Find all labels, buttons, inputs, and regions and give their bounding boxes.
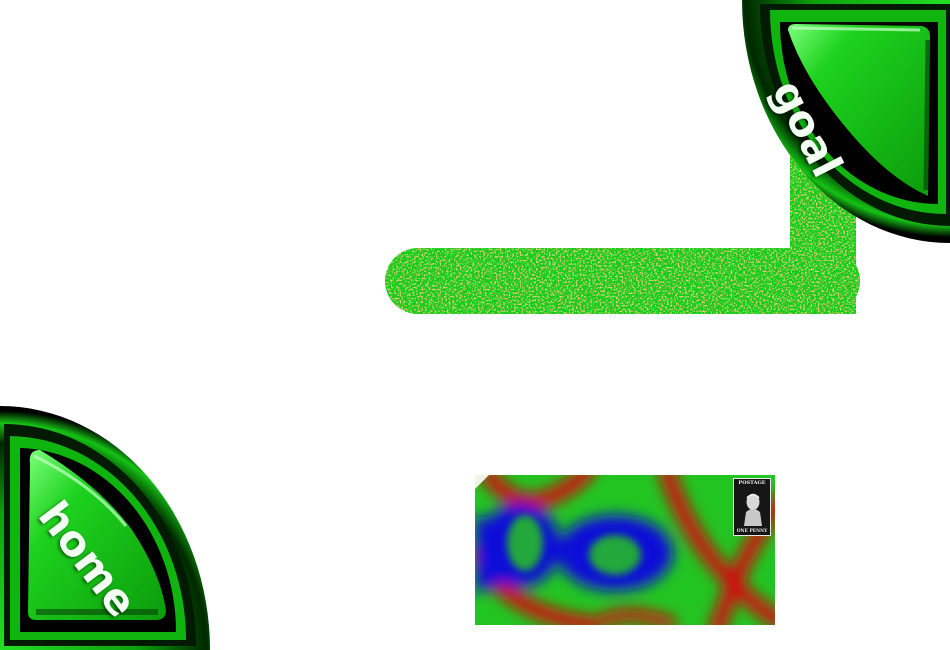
home-button[interactable] <box>0 406 210 650</box>
goal-button[interactable] <box>742 0 950 243</box>
stamp-icon: POSTAGE ONE PENNY <box>733 478 771 536</box>
pattern-tile <box>475 475 775 625</box>
queen-profile-icon <box>744 493 762 526</box>
stamp-bottom-text: ONE PENNY <box>736 529 768 534</box>
quarter-disc-goal-icon <box>742 0 950 243</box>
stamp-top-text: POSTAGE <box>738 480 766 486</box>
quarter-disc-home-icon <box>0 406 210 650</box>
path-track <box>385 140 860 314</box>
